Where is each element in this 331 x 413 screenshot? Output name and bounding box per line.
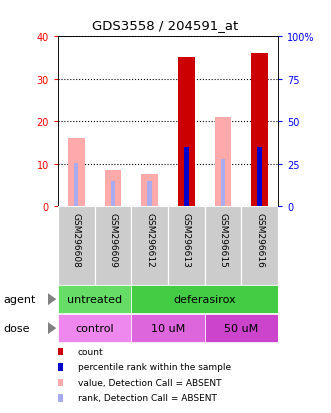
Bar [105,171,121,206]
Bar [184,148,189,206]
Text: GDS3558 / 204591_at: GDS3558 / 204591_at [92,19,239,31]
Bar [131,285,278,313]
Text: value, Detection Call = ABSENT: value, Detection Call = ABSENT [78,378,221,387]
Bar [147,181,152,206]
Bar [141,175,158,206]
Text: count: count [78,347,103,356]
Text: control: control [75,323,114,333]
Bar [68,139,84,206]
Bar [205,314,278,342]
Text: percentile rank within the sample: percentile rank within the sample [78,363,231,372]
Polygon shape [48,294,56,305]
Bar [205,206,241,285]
Bar [58,314,131,342]
Text: GSM296609: GSM296609 [109,213,118,268]
Bar [178,58,195,206]
Text: GSM296612: GSM296612 [145,213,154,267]
Bar [215,118,231,206]
Text: GSM296616: GSM296616 [255,213,264,268]
Bar [258,147,262,206]
Bar [241,206,278,285]
Bar [168,206,205,285]
Bar [252,54,268,206]
Text: 10 uM: 10 uM [151,323,185,333]
Bar [221,160,225,206]
Text: dose: dose [3,323,30,333]
Bar [95,206,131,285]
Text: 50 uM: 50 uM [224,323,259,333]
Bar [131,314,205,342]
Polygon shape [48,323,56,334]
Bar [58,285,131,313]
Text: rank, Detection Call = ABSENT: rank, Detection Call = ABSENT [78,394,217,403]
Text: untreated: untreated [67,294,122,304]
Bar [131,206,168,285]
Text: deferasirox: deferasirox [173,294,236,304]
Text: agent: agent [3,294,36,304]
Bar [58,206,95,285]
Text: GSM296613: GSM296613 [182,213,191,268]
Bar [74,163,78,206]
Text: GSM296615: GSM296615 [218,213,227,268]
Text: GSM296608: GSM296608 [72,213,81,268]
Bar [111,181,115,206]
